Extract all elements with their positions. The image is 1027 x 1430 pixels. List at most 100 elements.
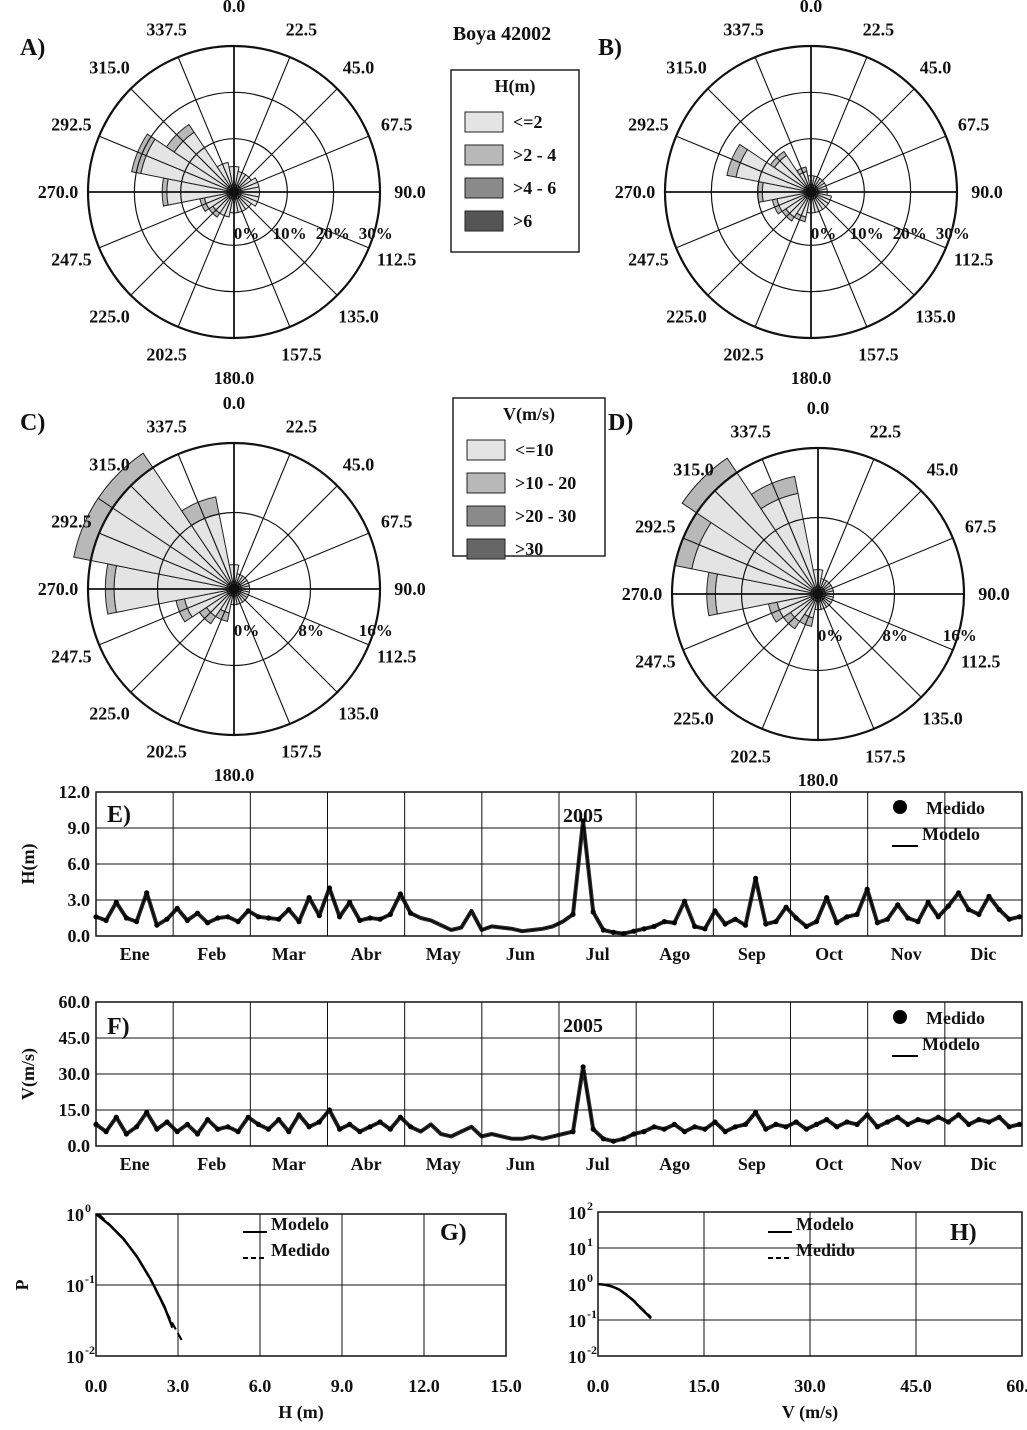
data-point [864, 1112, 870, 1118]
data-point [621, 931, 627, 937]
rose-direction-label: 45.0 [343, 58, 375, 78]
rose-spoke [130, 485, 235, 590]
y-tick-label: 10 [66, 1347, 84, 1367]
rose-direction-label: 157.5 [858, 345, 899, 365]
figure-title: Boya 42002 [453, 23, 551, 45]
x-axis-label: V (m/s) [782, 1402, 838, 1423]
rose-direction-label: 135.0 [915, 307, 956, 327]
rose-direction-label: 180.0 [214, 765, 255, 785]
x-tick-label: Feb [197, 944, 226, 964]
data-point [296, 919, 302, 925]
data-point [255, 1121, 261, 1127]
wind-wave-roses: 0.0 22.5 45.0 67.5 90.0 112.5 135.0 157.5 180.0 2… [20, 0, 1010, 790]
data-point [590, 909, 596, 915]
data-point [610, 1138, 617, 1144]
rose-spoke [714, 593, 819, 698]
rose-ring-label: 0% [234, 224, 260, 243]
x-tick-label: Abr [351, 1154, 382, 1174]
data-point [712, 908, 718, 914]
data-point [915, 919, 921, 925]
data-point [276, 916, 282, 922]
data-point [925, 899, 931, 906]
x-tick-label: Oct [815, 1154, 843, 1174]
rose-direction-label: 337.5 [730, 421, 771, 441]
data-point [134, 1124, 140, 1130]
legend-swatch [466, 472, 506, 494]
data-point [265, 915, 272, 921]
legend-title: V(m/s) [503, 404, 555, 425]
data-point [580, 818, 586, 824]
data-point [702, 1126, 708, 1132]
data-point [164, 916, 170, 922]
legend-entry: >30 [515, 539, 543, 559]
rose-direction-label: 112.5 [377, 646, 417, 666]
panel-label: C) [20, 410, 45, 436]
rose-direction-label: 180.0 [214, 368, 255, 388]
y-tick-label: 15.0 [59, 1100, 91, 1120]
rose-0: 0.0 22.5 45.0 67.5 90.0 112.5 135.0 157.5 180.0 2… [20, 0, 426, 388]
rose-center [228, 186, 240, 198]
data-point [966, 907, 972, 913]
data-point [570, 1129, 576, 1135]
data-point [773, 1121, 779, 1127]
rose-spoke [682, 593, 819, 651]
data-point [103, 917, 109, 924]
rose-spoke [810, 191, 947, 249]
x-tick-label: 0.0 [587, 1376, 610, 1396]
data-point [621, 1136, 627, 1142]
rose-ring-label: 20% [316, 224, 350, 243]
series-medido [98, 1213, 185, 1344]
data-point [397, 891, 403, 897]
rose-ring-label: 10% [850, 224, 884, 243]
rose-center [228, 583, 240, 595]
x-tick-label: Jun [506, 1154, 535, 1174]
x-tick-label: 15.0 [490, 1376, 522, 1396]
x-tick-label: Nov [891, 944, 922, 964]
y-tick-label: 45.0 [59, 1028, 91, 1048]
data-point [1006, 1124, 1012, 1130]
data-point [905, 915, 911, 921]
legend-label-medido: Medido [926, 1008, 985, 1028]
panel-label: G) [440, 1220, 467, 1246]
rose-direction-label: 202.5 [146, 742, 187, 762]
rose-direction-label: 67.5 [965, 517, 997, 537]
rose-direction-label: 45.0 [920, 58, 952, 78]
rose-direction-label: 270.0 [38, 182, 79, 202]
rose-center [812, 588, 824, 600]
data-point [722, 921, 728, 927]
legend-marker-medido [893, 800, 907, 814]
data-point [956, 890, 962, 896]
rose-direction-label: 202.5 [723, 345, 764, 365]
data-point [367, 1124, 373, 1130]
data-point [753, 1109, 759, 1115]
y-tick-label: 10 [66, 1205, 84, 1225]
data-point [915, 1117, 921, 1123]
rose-direction-label: 0.0 [800, 0, 823, 16]
rose-spoke [817, 490, 922, 595]
rose-direction-label: 90.0 [971, 182, 1003, 202]
data-point [255, 914, 261, 920]
data-point [347, 899, 353, 906]
data-point [732, 1124, 738, 1130]
data-point [651, 1124, 657, 1130]
legend-title: H(m) [495, 76, 536, 97]
data-point [387, 1126, 393, 1132]
data-point [205, 920, 211, 926]
rose-spoke [675, 191, 812, 249]
data-point [682, 1129, 688, 1135]
x-tick-label: Jul [586, 944, 610, 964]
x-tick-label: Ago [659, 944, 690, 964]
legend-wind-speed: V(m/s) <=10 >10 - 20 >20 - 30 >30 [452, 397, 606, 560]
legend-swatch [466, 505, 506, 527]
y-tick-label: 10 [568, 1275, 586, 1295]
rose-ring-label: 16% [359, 621, 393, 640]
rose-spoke [177, 588, 235, 725]
x-tick-label: May [426, 944, 461, 964]
data-point [570, 911, 576, 918]
data-point [377, 916, 383, 922]
rose-spoke [682, 537, 819, 595]
legend-label-medido: Medido [926, 798, 985, 818]
x-tick-label: Abr [351, 944, 382, 964]
rose-direction-label: 337.5 [723, 19, 764, 39]
